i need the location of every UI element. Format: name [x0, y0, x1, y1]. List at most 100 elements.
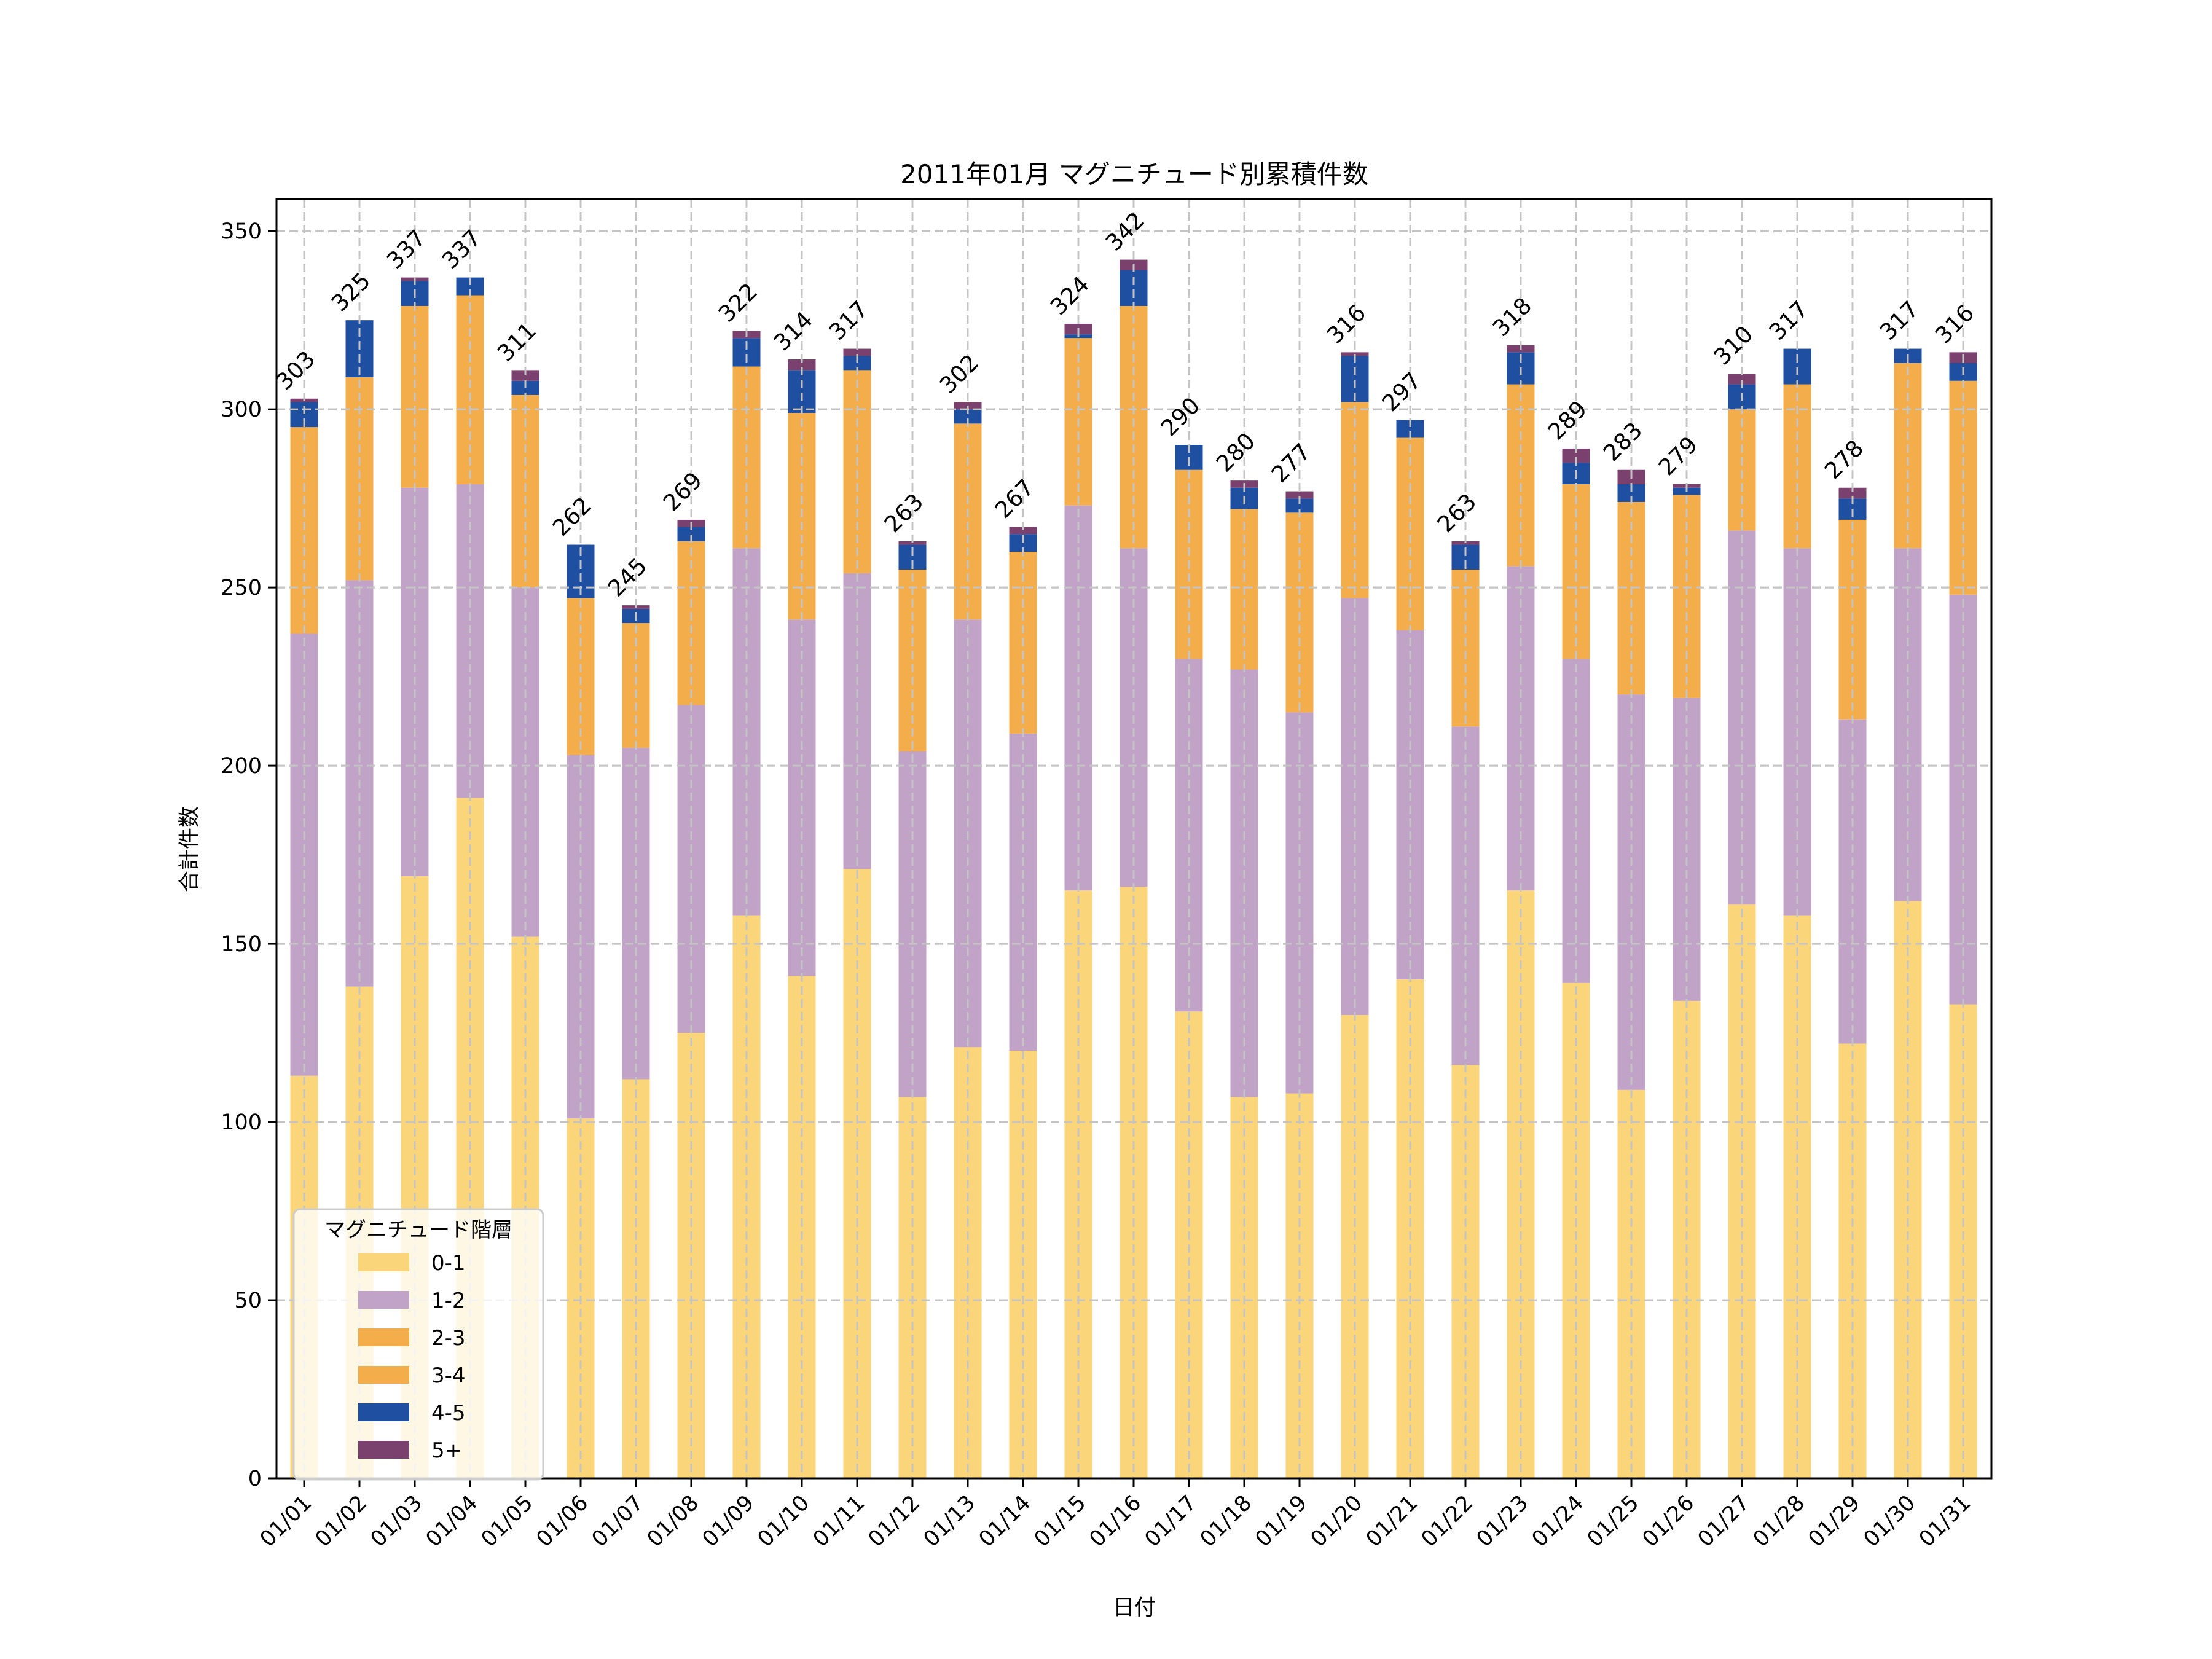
x-tick-label: 01/30: [1859, 1491, 1921, 1552]
legend-item: 5+: [358, 1438, 462, 1463]
bar-total-label: 342: [1100, 207, 1150, 256]
bar-segment-2-3: [1617, 501, 1645, 695]
bar-total-label: 303: [271, 346, 320, 395]
bar-total-label: 262: [547, 492, 597, 541]
x-tick-label: 01/16: [1085, 1491, 1147, 1552]
bar-total-label: 279: [1653, 431, 1703, 480]
bar-segment-0-1: [1894, 901, 1922, 1478]
x-tick-label: 01/13: [919, 1491, 981, 1552]
bar-segment-5+: [1285, 491, 1314, 499]
x-tick-label: 01/26: [1638, 1491, 1700, 1552]
y-tick-label: 350: [221, 219, 262, 244]
x-tick-label: 01/04: [422, 1491, 483, 1552]
bar-total-label: 318: [1488, 292, 1537, 342]
x-tick-label: 01/07: [587, 1491, 649, 1552]
y-tick-label: 50: [234, 1288, 262, 1313]
bar-segment-4-5: [1285, 498, 1314, 513]
legend-item: 3-4: [358, 1363, 466, 1388]
legend-label: 2-3: [431, 1326, 466, 1351]
x-tick-label: 01/25: [1583, 1491, 1644, 1552]
bar-total-label: 278: [1819, 435, 1869, 484]
bar-segment-1-2: [290, 633, 318, 1076]
bar-segment-4-5: [954, 409, 982, 424]
bar-segment-2-3: [1396, 437, 1424, 630]
legend-item: 1-2: [358, 1288, 466, 1313]
x-tick-label: 01/06: [532, 1491, 594, 1552]
legend-label: 5+: [431, 1438, 462, 1463]
x-tick-label: 01/08: [643, 1491, 704, 1552]
x-tick-label: 01/10: [753, 1491, 815, 1552]
x-tick-label: 01/23: [1472, 1491, 1534, 1552]
x-tick-label: 01/12: [864, 1491, 925, 1552]
x-tick-label: 01/20: [1306, 1491, 1368, 1552]
legend-label: 4-5: [431, 1401, 466, 1426]
legend-title: マグニチュード階層: [324, 1218, 512, 1242]
x-tick-label: 01/24: [1528, 1491, 1589, 1552]
legend-label: 1-2: [431, 1288, 466, 1313]
x-tick-label: 01/14: [975, 1491, 1036, 1552]
legend-items: 0-1 1-2 2-3 3-4 4-5 5+: [358, 1251, 466, 1463]
bar-total-label: 322: [713, 278, 763, 327]
x-tick-label: 01/11: [809, 1491, 870, 1552]
legend-swatch: [358, 1366, 409, 1384]
bar-total-label: 316: [1322, 299, 1371, 348]
bar-segment-2-3: [1894, 363, 1922, 549]
x-tick-label: 01/19: [1251, 1491, 1312, 1552]
legend-swatch: [358, 1253, 409, 1271]
y-tick-label: 150: [221, 932, 262, 957]
bar-segment-5+: [1009, 527, 1037, 535]
legend-item: 2-3: [358, 1326, 466, 1351]
legend-swatch: [358, 1441, 409, 1459]
bar-stack: [1894, 348, 1922, 1478]
bar-segment-4-5: [1120, 270, 1148, 306]
bar-segment-5+: [1562, 448, 1590, 463]
y-axis-label: 合計件数: [178, 806, 202, 892]
x-tick-label: 01/22: [1417, 1491, 1478, 1552]
x-tick-label: 01/31: [1915, 1491, 1976, 1552]
bar-total-label: 280: [1211, 428, 1260, 477]
bar-segment-2-3: [1451, 570, 1480, 727]
bars: [276, 199, 1991, 1480]
bar-segment-5+: [1728, 374, 1756, 385]
bar-total-label: 267: [990, 474, 1039, 524]
bar-total-label: 263: [879, 488, 928, 538]
bar-stack: [1838, 487, 1867, 1478]
x-tick-label: 01/21: [1362, 1491, 1423, 1552]
bar-total-label: 317: [824, 296, 873, 345]
bar-total-label: 283: [1598, 417, 1647, 466]
x-tick-label: 01/27: [1693, 1491, 1755, 1552]
bar-total-label: 290: [1156, 392, 1205, 441]
bar-total-label: 269: [658, 467, 707, 516]
legend-label: 0-1: [431, 1251, 466, 1276]
x-tick-label: 01/29: [1804, 1491, 1865, 1552]
bar-segment-5+: [843, 348, 871, 356]
bar-total-label: 314: [769, 307, 818, 356]
legend-item: 0-1: [358, 1251, 466, 1276]
y-tick-label: 100: [221, 1110, 262, 1135]
chart-title: 2011年01月 マグニチュード別累積件数: [900, 159, 1368, 189]
bar-total-label: 245: [603, 552, 652, 602]
x-tick-label: 01/01: [256, 1491, 317, 1552]
bar-total-label: 310: [1709, 321, 1758, 370]
bar-segment-2-3: [898, 570, 927, 751]
bar-segment-0-1: [1396, 979, 1424, 1478]
legend-box: [292, 1208, 544, 1481]
bar-segment-5+: [511, 370, 539, 381]
x-tick-label: 01/28: [1749, 1491, 1810, 1552]
legend-label: 3-4: [431, 1363, 466, 1388]
bar-total-label: 289: [1543, 396, 1592, 445]
bar-segment-0-1: [677, 1033, 705, 1478]
legend: マグニチュード階層 0-1 1-2 2-3 3-4 4-5 5+: [292, 1208, 544, 1481]
x-tick-label: 01/03: [366, 1491, 428, 1552]
x-tick-label: 01/15: [1030, 1491, 1091, 1552]
legend-swatch: [358, 1328, 409, 1346]
y-tick-label: 300: [221, 398, 262, 422]
y-axis-ticks: 0 50 100 150 200 250 300 350: [221, 219, 276, 1491]
x-tick-label: 01/09: [698, 1491, 759, 1552]
x-tick-label: 01/18: [1196, 1491, 1257, 1552]
legend-item: 4-5: [358, 1401, 466, 1426]
y-tick-label: 200: [221, 754, 262, 779]
x-tick-label: 01/17: [1140, 1491, 1202, 1552]
x-axis-label: 日付: [1113, 1596, 1156, 1620]
